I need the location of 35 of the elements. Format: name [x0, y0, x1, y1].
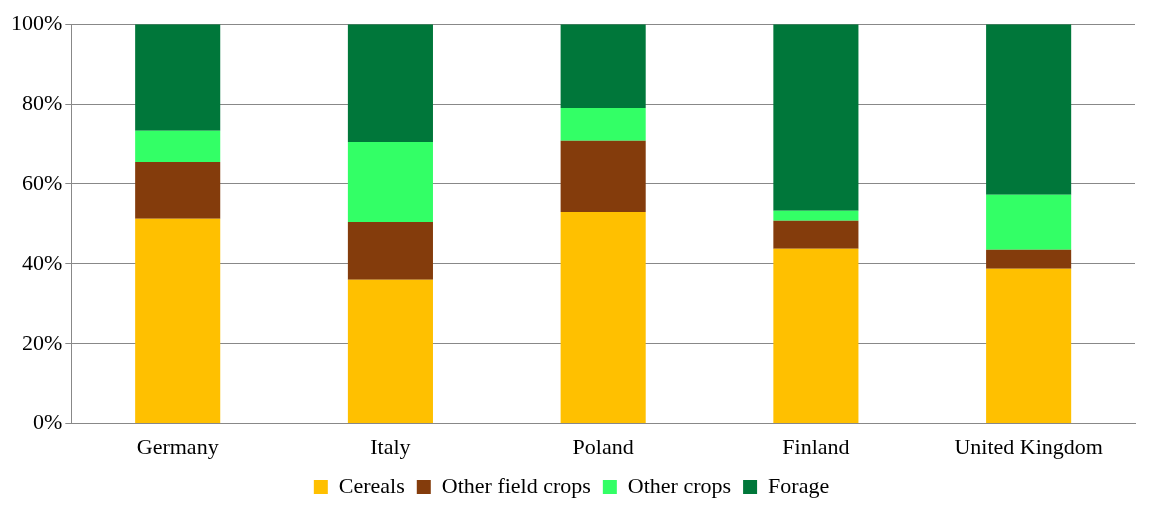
x-tick-label: Poland [572, 433, 634, 459]
y-tick-label: 60% [22, 169, 63, 195]
y-tick-label: 80% [22, 89, 63, 115]
y-tick-label: 0% [33, 409, 63, 435]
bar [560, 211, 646, 424]
legend-label: Cereals [338, 472, 405, 498]
bar [986, 194, 1072, 250]
legend-label: Forage [768, 472, 830, 498]
bar [135, 161, 221, 219]
bar [560, 108, 646, 141]
x-tick-label: Italy [370, 433, 411, 459]
bar [347, 279, 433, 424]
legend-label: Other crops [627, 472, 732, 498]
x-tick-label: Finland [782, 433, 850, 459]
bar [135, 218, 221, 424]
bar [986, 24, 1072, 195]
bar [986, 249, 1072, 269]
bar [773, 248, 859, 424]
bar [986, 268, 1072, 424]
bar [773, 210, 859, 221]
bar [135, 130, 221, 162]
y-tick-label: 20% [22, 329, 63, 355]
bar [773, 24, 859, 211]
bar [560, 24, 646, 109]
legend-label: Other field crops [441, 472, 591, 498]
bar [560, 140, 646, 212]
bar [135, 24, 221, 131]
bar [347, 24, 433, 143]
bar [347, 142, 433, 222]
bar [773, 220, 859, 249]
bar [347, 221, 433, 280]
x-tick-label: Germany [136, 433, 219, 459]
x-tick-label: United Kingdom [954, 433, 1103, 459]
y-tick-label: 100% [11, 9, 63, 35]
y-tick-label: 40% [22, 249, 63, 275]
